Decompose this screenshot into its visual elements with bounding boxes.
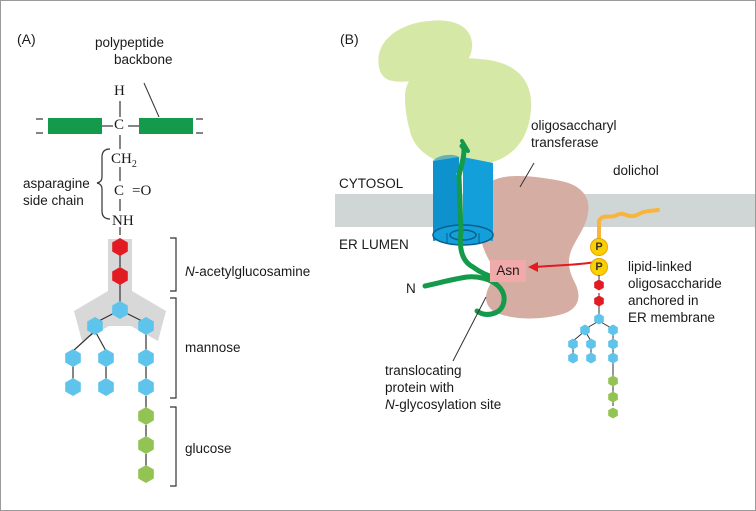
protein-italic-n: N [385,397,395,412]
lipid-label-line1: lipid-linked [628,259,692,274]
atom-c1: C [114,117,125,133]
protein-label-line1: translocating [385,363,462,378]
mannose-sugar [98,378,114,396]
asn-site-label: Asn [490,260,526,282]
mannose-sugar [138,349,154,367]
mannose-sugar [138,378,154,396]
side-chain-label-line1: asparagine [23,176,90,191]
panel-b-illustration [335,20,755,419]
atom-nh: NH [112,213,134,229]
nacetylglucosamine-label: N-acetylglucosamine [185,264,310,280]
protein-label-line2: protein with [385,380,455,395]
lipid-linked-oligosaccharide [568,275,618,419]
atom-ch-subscript: 2 [131,159,137,170]
mannose-sugar [65,349,81,367]
mannose-label: mannose [185,340,241,355]
panel-a-sugar-tree [65,238,154,483]
lipid-label-line4: ER membrane [628,310,716,325]
atom-carbonyl-o: =O [132,183,152,199]
glucose-sugar [138,407,154,425]
phosphate-label-1: P [595,241,603,253]
phosphate-circle-1 [590,238,608,256]
ribosome [378,20,532,166]
oligosaccharyl-transferase [478,176,589,319]
glucose-sugar [138,436,154,454]
transferase-label-line2: transferase [531,135,599,150]
nacetyl-italic-n: N [185,264,195,279]
backbone-left-bar [48,118,102,134]
side-chain-label-line2: side chain [23,193,84,208]
atom-ch-text: CH [111,151,132,167]
phosphate-label-2: P [595,261,603,273]
glucose-label: glucose [185,441,232,456]
glucose-sugar [138,465,154,483]
backbone-label-line1: polypeptide [95,35,165,50]
atom-h: H [114,83,125,99]
er-lumen-label: ER LUMEN [339,237,409,252]
panel-a-letter: (A) [17,31,36,47]
panel-b-letter: (B) [340,31,359,47]
nacetyl-rest: -acetylglucosamine [194,264,311,279]
lipid-label-line2: oligosaccharide [628,276,722,291]
atom-ch2: CH2 [111,151,137,173]
dolichol-chain [597,208,660,241]
backbone-right-bar [139,118,193,134]
transferase-label-line1: oligosaccharyl [531,118,617,133]
mannose-sugar [65,378,81,396]
dolichol-label: dolichol [613,163,659,178]
panel-a-brackets [170,237,177,487]
protein-label-line3: N-glycosylation site [385,397,501,413]
backbone-label-line2: backbone [114,52,173,67]
translocating-polypeptide [422,139,507,317]
protein-label-rest: -glycosylation site [394,397,502,412]
lipid-label-line3: anchored in [628,293,699,308]
n-terminus-label: N [406,281,416,296]
leader-lines [452,162,535,362]
mannose-sugar [98,349,114,367]
atom-c2: C [114,183,125,199]
cytosol-label: CYTOSOL [339,176,404,191]
